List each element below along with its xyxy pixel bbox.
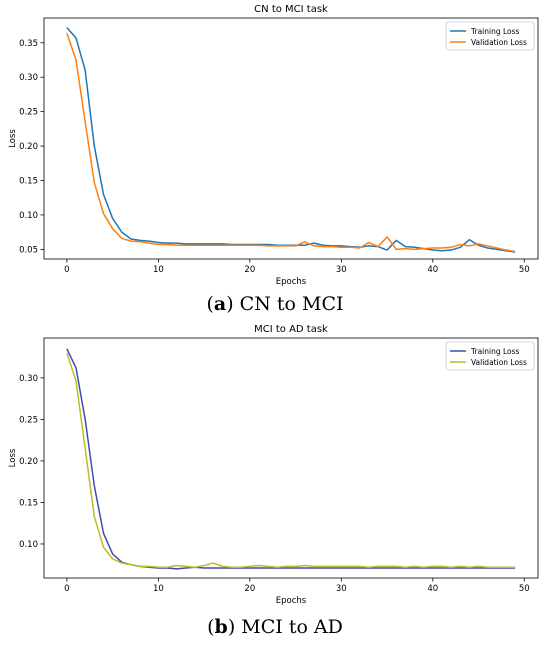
chart-mci-to-ad: MCI to AD task 0 10 20 30 40 50 0.10 0.15 0.20 0.2… <box>8 324 539 606</box>
caption-text: MCI to AD <box>241 616 343 638</box>
chart-cn-to-mci: CN to MCI task 0 10 20 30 40 50 0.05 0.10 0.15 0.2… <box>8 4 539 287</box>
chart-title: CN to MCI task <box>254 4 328 15</box>
y-tick-label: 0.05 <box>19 245 38 255</box>
y-axis-label: Loss <box>8 448 18 467</box>
legend-label: Training Loss <box>470 347 520 356</box>
x-tick-label: 10 <box>153 584 164 594</box>
figure-caption-a: (a) CN to MCI <box>206 293 344 315</box>
legend-label: Validation Loss <box>471 358 527 367</box>
legend-label: Validation Loss <box>471 38 527 47</box>
caption-label: a <box>213 293 227 315</box>
y-tick-label: 0.30 <box>19 374 38 384</box>
y-tick-label: 0.35 <box>19 39 38 49</box>
caption-text: CN to MCI <box>239 293 344 315</box>
y-tick-label: 0.20 <box>19 457 38 467</box>
plot-frame <box>43 337 539 579</box>
x-tick-label: 0 <box>64 265 69 275</box>
y-axis-label: Loss <box>8 129 18 148</box>
y-tick-label: 0.25 <box>19 108 38 118</box>
plot-frame <box>43 17 539 260</box>
y-tick-label: 0.20 <box>19 142 38 152</box>
legend-label: Training Loss <box>470 27 520 36</box>
chart-title: MCI to AD task <box>254 324 328 335</box>
x-tick-label: 20 <box>244 265 255 275</box>
legend-box <box>445 21 535 51</box>
x-tick-label: 30 <box>336 265 347 275</box>
y-tick-label: 0.30 <box>19 73 38 83</box>
y-tick-label: 0.10 <box>19 540 38 550</box>
x-tick-label: 10 <box>153 265 164 275</box>
x-tick-label: 40 <box>427 265 438 275</box>
x-tick-label: 0 <box>64 584 69 594</box>
chart-panel-cn-to-mci: CN to MCI task 0 10 20 30 40 50 0.05 0.10 0.15 0.2… <box>0 0 550 320</box>
series-line-training-loss <box>66 348 516 570</box>
x-tick-label: 50 <box>519 584 530 594</box>
legend-box <box>445 341 535 371</box>
x-tick-label: 40 <box>427 584 438 594</box>
series-line-validation-loss <box>66 32 516 253</box>
y-tick-label: 0.15 <box>19 498 38 508</box>
figure-caption-b: (b) MCI to AD <box>207 616 343 638</box>
y-tick-label: 0.15 <box>19 177 38 187</box>
x-tick-label: 30 <box>336 584 347 594</box>
series-line-validation-loss <box>66 352 516 568</box>
x-tick-label: 20 <box>244 584 255 594</box>
series-line-training-loss <box>66 27 516 253</box>
y-tick-label: 0.25 <box>19 415 38 425</box>
caption-label: b <box>214 616 228 638</box>
y-tick-label: 0.10 <box>19 211 38 221</box>
x-axis-label: Epochs <box>276 596 307 606</box>
x-tick-label: 50 <box>519 265 530 275</box>
chart-panel-mci-to-ad: MCI to AD task 0 10 20 30 40 50 0.10 0.15 0.20 0.2… <box>0 320 550 645</box>
x-axis-label: Epochs <box>276 277 307 287</box>
